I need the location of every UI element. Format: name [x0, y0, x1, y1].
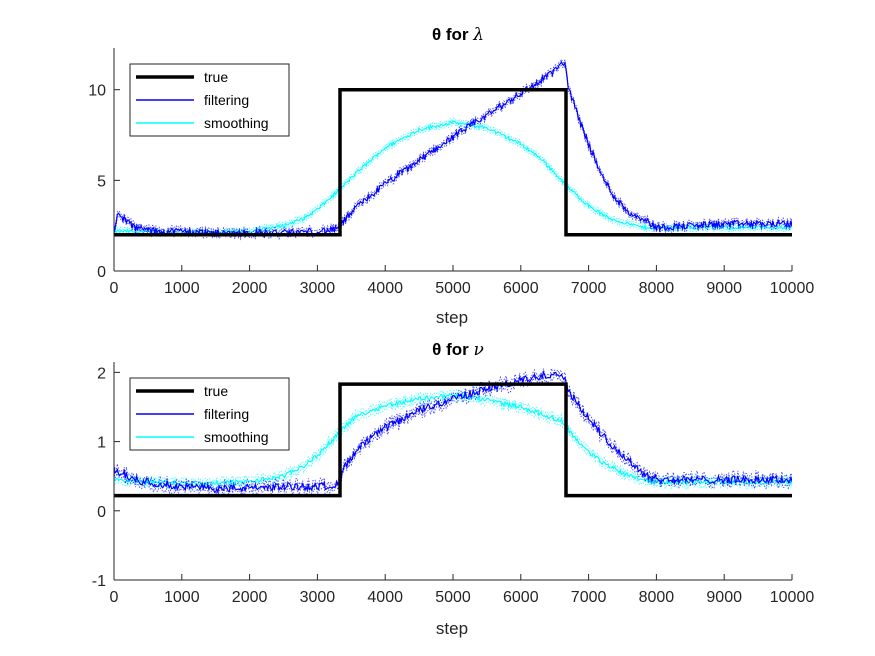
nu-x-axis-label: step: [436, 619, 468, 638]
lambda-x-tick-label: 5000: [435, 280, 471, 297]
nu-x-tick-label: 9000: [706, 589, 742, 606]
lambda-y-tick-label: 0: [97, 264, 106, 281]
lambda-y-tick-label: 10: [88, 83, 106, 100]
nu-x-tick-label: 2000: [232, 589, 268, 606]
nu-series-filtering-upper-band: [114, 367, 792, 491]
lambda-axes: 0 1000 2000 3000 4000 5000 6000 7000 8000 9000 100…: [88, 48, 814, 297]
lambda-x-axis-label: step: [436, 308, 468, 327]
nu-y-tick-label: 2: [97, 365, 106, 382]
nu-y-tick-label: 0: [97, 504, 106, 521]
nu-plot-area: [114, 367, 792, 498]
lambda-legend: true filtering smoothing: [129, 63, 290, 137]
lambda-x-tick-label: 8000: [639, 280, 675, 297]
nu-x-tick-label: 1000: [164, 589, 200, 606]
nu-legend-label-smoothing: smoothing: [204, 429, 269, 445]
lambda-series-smoothing-upper-band: [114, 117, 792, 233]
nu-x-tick-label: 5000: [435, 589, 471, 606]
nu-series-group: [114, 367, 792, 498]
nu-axes: 0 1000 2000 3000 4000 5000 6000 7000 8000 9000 100…: [92, 362, 815, 606]
nu-panel: θ for ν 0 1000 2000 3000 4000 5000 6000 7000 800…: [92, 340, 815, 638]
lambda-panel: θ for λ 0 1000 2000 3000 4000 5000 6000 7000 800…: [88, 25, 814, 327]
lambda-plot-area: [114, 58, 792, 241]
lambda-series-filtering-line: [114, 60, 792, 239]
lambda-legend-label-filtering: filtering: [204, 92, 249, 108]
lambda-x-tick-label: 3000: [300, 280, 336, 297]
nu-series-smoothing-upper-band: [114, 388, 792, 484]
nu-title-prefix: θ for: [432, 340, 469, 359]
lambda-y-tick-label: 5: [97, 173, 106, 190]
nu-legend: true filtering smoothing: [129, 377, 290, 451]
lambda-x-tick-label: 2000: [232, 280, 268, 297]
lambda-title-prefix: θ for: [432, 25, 469, 44]
nu-x-tick-label: 10000: [770, 589, 815, 606]
lambda-series-filtering-upper-band: [114, 58, 792, 235]
lambda-legend-label-true: true: [204, 69, 228, 85]
nu-x-tick-label: 7000: [571, 589, 607, 606]
nu-x-tick-label: 4000: [367, 589, 403, 606]
nu-panel-title: θ for ν: [432, 340, 484, 360]
lambda-x-tick-label: 0: [110, 280, 119, 297]
nu-x-tick-label: 8000: [639, 589, 675, 606]
lambda-title-symbol: λ: [472, 25, 484, 45]
lambda-x-tick-label: 4000: [367, 280, 403, 297]
lambda-panel-title: θ for λ: [432, 25, 484, 45]
lambda-x-tick-label: 7000: [571, 280, 607, 297]
nu-series-filtering-line: [114, 370, 792, 494]
lambda-series-group: [114, 58, 792, 241]
lambda-x-tick-label: 6000: [503, 280, 539, 297]
nu-x-tick-label: 6000: [503, 589, 539, 606]
lambda-x-tick-label: 10000: [770, 280, 815, 297]
nu-series-true-line: [114, 382, 792, 498]
nu-legend-label-filtering: filtering: [204, 406, 249, 422]
nu-legend-label-true: true: [204, 383, 228, 399]
lambda-x-tick-label: 9000: [706, 280, 742, 297]
nu-y-tick-label: -1: [92, 573, 106, 590]
lambda-series-true-line: [114, 87, 792, 237]
nu-x-tick-label: 0: [110, 589, 119, 606]
nu-series-filtering-lower-band: [114, 373, 792, 498]
nu-title-symbol: ν: [473, 340, 483, 360]
lambda-series-smoothing-line: [114, 120, 792, 236]
lambda-legend-label-smoothing: smoothing: [204, 115, 269, 131]
nu-x-tick-label: 3000: [300, 589, 336, 606]
nu-y-tick-label: 1: [97, 435, 106, 452]
lambda-x-tick-label: 1000: [164, 280, 200, 297]
